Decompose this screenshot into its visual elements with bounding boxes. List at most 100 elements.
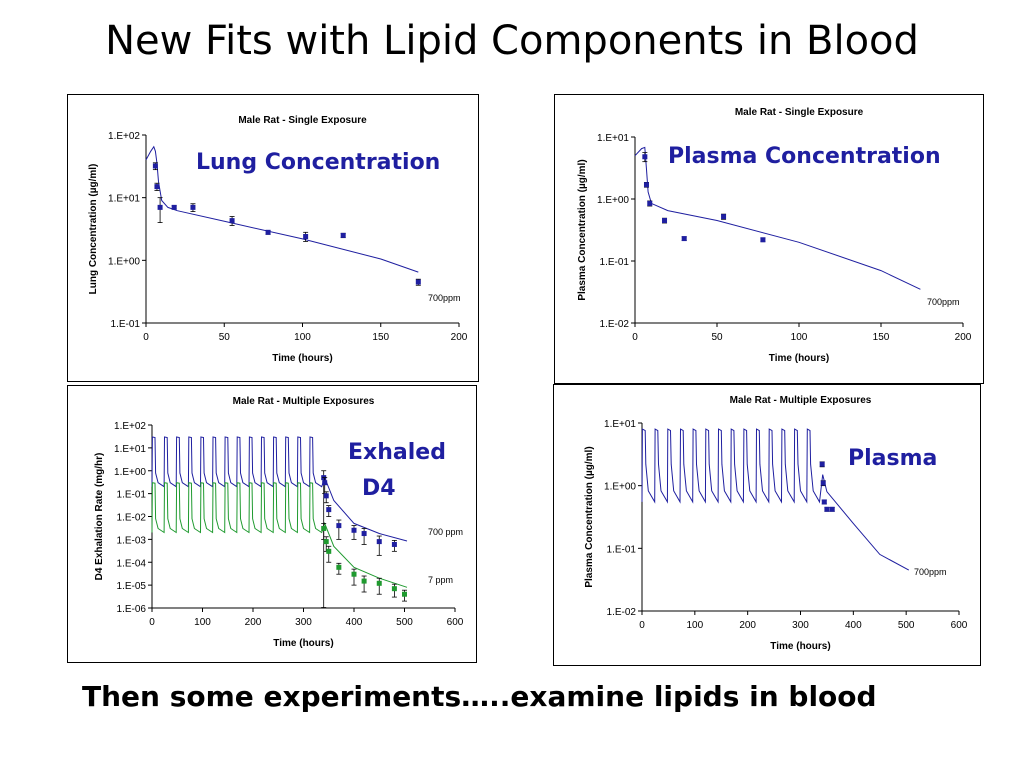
data-point [361,578,367,584]
y-tick-label: 1.E+00 [108,256,140,267]
series-annotation: 7 ppm [428,575,453,585]
x-tick-label: 0 [143,332,149,343]
x-tick-label: 100 [294,332,311,343]
y-axis-label: Plasma Concentration (µg/ml) [584,446,595,587]
data-point [819,461,825,467]
x-tick-label: 500 [396,617,413,628]
data-point [681,236,687,242]
x-axis-label: Time (hours) [273,638,333,649]
data-point [336,523,342,529]
x-tick-label: 0 [632,332,638,343]
data-point [821,499,827,505]
data-point [171,204,177,210]
y-tick-label: 1.E-02 [607,607,637,618]
x-axis-label: Time (hours) [770,641,830,652]
series-line [641,428,910,571]
chart-exhaled-svg: Male Rat - Multiple Exposures 1.E-06 1.E-0… [94,396,464,649]
data-point [376,539,382,545]
data-point [662,218,668,224]
data-point [829,506,835,512]
series-annotation: 700ppm [927,297,960,307]
chart-title: Male Rat - Multiple Exposures [233,396,375,407]
d4-label: D4 [362,476,396,501]
x-tick-label: 150 [873,332,890,343]
y-tick-label: 1.E-05 [117,581,147,592]
series-annotation: 700ppm [914,567,947,577]
chart-plasma-single-svg: Male Rat - Single Exposure 1.E-02 1.E-01 1.… [577,107,972,364]
data-point [376,580,382,586]
data-point [760,237,766,243]
data-point [303,234,309,240]
y-tick-label: 1.E+01 [114,444,146,455]
y-tick-label: 1.E-04 [117,558,147,569]
data-point [391,541,397,547]
y-tick-label: 1.E+00 [604,482,636,493]
x-axis-label: Time (hours) [769,353,829,364]
x-tick-label: 150 [372,332,389,343]
data-point [321,525,327,531]
y-axis-label: Lung Concentration (µg/ml) [88,164,99,295]
footer-text: Then some experiments…..examine lipids i… [82,680,877,713]
data-point [154,184,160,190]
chart-title: Male Rat - Multiple Exposures [730,395,872,406]
x-tick-label: 200 [451,332,468,343]
chart-title: Male Rat - Single Exposure [735,107,864,118]
x-tick-label: 500 [898,620,915,631]
x-tick-label: 600 [447,617,464,628]
data-point [824,506,830,512]
data-point [336,564,342,570]
data-point [152,163,158,169]
data-point [391,586,397,592]
x-axis-label: Time (hours) [272,353,332,364]
y-tick-label: 1.E+02 [114,421,146,432]
series-line [151,482,408,588]
chart-panel-plasma-multiple: Male Rat - Multiple Exposures 1.E-02 1.E-0… [553,384,981,666]
chart-plasma-multiple-svg: Male Rat - Multiple Exposures 1.E-02 1.E-0… [584,395,968,652]
y-tick-label: 1.E+01 [597,133,629,144]
chart-panel-plasma-single: Male Rat - Single Exposure 1.E-02 1.E-01 1.… [554,94,984,384]
data-point [322,480,328,486]
y-axis-label: Plasma Concentration (µg/ml) [577,159,588,300]
x-tick-label: 100 [194,617,211,628]
y-tick-label: 1.E-01 [600,257,630,268]
data-point [402,591,407,597]
chart-panel-exhaled: Male Rat - Multiple Exposures 1.E-06 1.E-0… [67,385,477,663]
y-tick-label: 1.E-06 [117,604,147,615]
y-tick-label: 1.E-01 [111,319,141,330]
y-tick-label: 1.E-03 [117,535,147,546]
data-point [326,548,332,554]
y-tick-label: 1.E-01 [117,490,147,501]
x-tick-label: 200 [955,332,972,343]
data-point [326,507,332,513]
data-point [642,154,648,160]
series-line [151,436,408,542]
x-tick-label: 100 [791,332,808,343]
data-point [721,214,727,220]
y-tick-label: 1.E+00 [597,195,629,206]
data-point [415,279,421,285]
data-point [351,571,357,577]
y-tick-label: 1.E+01 [604,419,636,430]
series-annotation: 700ppm [428,293,461,303]
x-tick-label: 50 [219,332,231,343]
x-tick-label: 600 [951,620,968,631]
data-point [351,527,357,533]
y-tick-label: 1.E-02 [600,319,630,330]
y-tick-label: 1.E+00 [114,467,146,478]
data-point [340,232,346,238]
x-tick-label: 0 [639,620,645,631]
y-tick-label: 1.E+01 [108,194,140,205]
data-point [361,531,367,537]
data-point [647,200,653,206]
x-tick-label: 400 [346,617,363,628]
x-tick-label: 300 [792,620,809,631]
data-point [820,480,826,486]
chart-title: Male Rat - Single Exposure [238,115,367,126]
x-tick-label: 100 [686,620,703,631]
y-axis-label: D4 Exhalation Rate (mg/hr) [94,453,105,581]
data-point [323,539,329,545]
data-point [323,493,329,499]
data-point [229,218,235,224]
data-point [157,204,163,210]
exhaled-label: Exhaled [348,440,446,465]
